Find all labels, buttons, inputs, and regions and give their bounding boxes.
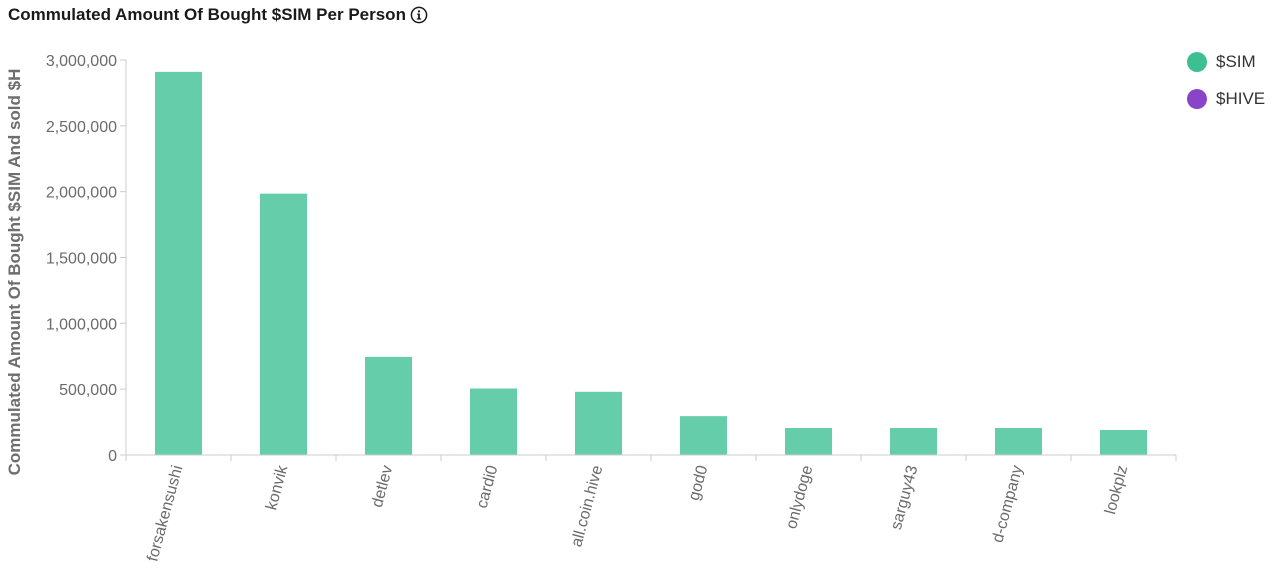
x-tick-label: god0 xyxy=(686,464,712,503)
x-tick-label: all.coin.hive xyxy=(568,464,606,549)
legend-item-sim[interactable]: $SIM xyxy=(1187,50,1265,74)
y-axis-label-group: Commulated Amount Of Bought $SIM And sol… xyxy=(5,69,24,476)
x-axis: forsakensushi konvik detlev cardi0 all.coin.… xyxy=(125,454,1177,564)
bar-chart: Commulated Amount Of Bought $SIM And sol… xyxy=(5,53,1177,564)
x-tick-label: forsakensushi xyxy=(144,464,186,564)
y-tick-label: 0 xyxy=(108,448,117,465)
x-tick-label: sarguy43 xyxy=(888,464,921,532)
legend-swatch-sim xyxy=(1187,52,1207,72)
x-tick-label: cardi0 xyxy=(474,464,502,511)
bar-konvik[interactable] xyxy=(260,193,307,455)
bar-d-company[interactable] xyxy=(995,428,1042,455)
x-tick-label: konvik xyxy=(263,463,291,512)
legend-label-sim: $SIM xyxy=(1216,52,1256,71)
bars xyxy=(155,71,1147,455)
legend-label-hive: $HIVE xyxy=(1216,89,1266,108)
bar-sarguy43[interactable] xyxy=(890,428,937,455)
y-axis: 0 500,000 1,000,000 1,500,000 2,000,000 2,500… xyxy=(46,53,127,465)
bar-onlydoge[interactable] xyxy=(785,428,832,455)
y-tick-label: 1,500,000 xyxy=(46,251,117,268)
legend-item-hive[interactable]: $HIVE xyxy=(1187,87,1265,111)
legend-swatch-hive xyxy=(1187,89,1207,109)
chart-header: Commulated Amount Of Bought $SIM Per Per… xyxy=(8,2,428,28)
info-circle-icon[interactable] xyxy=(410,6,428,24)
bar-forsakensushi[interactable] xyxy=(155,71,202,455)
x-tick-label: lookplz xyxy=(1102,464,1131,517)
y-tick-label: 1,000,000 xyxy=(46,316,117,333)
y-tick-label: 2,500,000 xyxy=(46,119,117,136)
legend: $SIM $HIVE xyxy=(1187,50,1265,111)
y-tick-label: 2,000,000 xyxy=(46,185,117,202)
bar-detlev[interactable] xyxy=(365,356,412,455)
x-tick-label: d-company xyxy=(989,464,1026,545)
chart-title: Commulated Amount Of Bought $SIM Per Per… xyxy=(8,5,406,24)
x-tick-label: onlydoge xyxy=(783,464,816,531)
bar-lookplz[interactable] xyxy=(1100,429,1147,455)
x-tick-label: detlev xyxy=(369,464,396,510)
y-tick-label: 500,000 xyxy=(59,382,117,399)
bar-god0[interactable] xyxy=(680,416,727,455)
y-axis-label: Commulated Amount Of Bought $SIM And sol… xyxy=(5,69,24,476)
bar-cardi0[interactable] xyxy=(470,388,517,455)
y-tick-label: 3,000,000 xyxy=(46,53,117,70)
bar-all.coin.hive[interactable] xyxy=(575,391,622,455)
